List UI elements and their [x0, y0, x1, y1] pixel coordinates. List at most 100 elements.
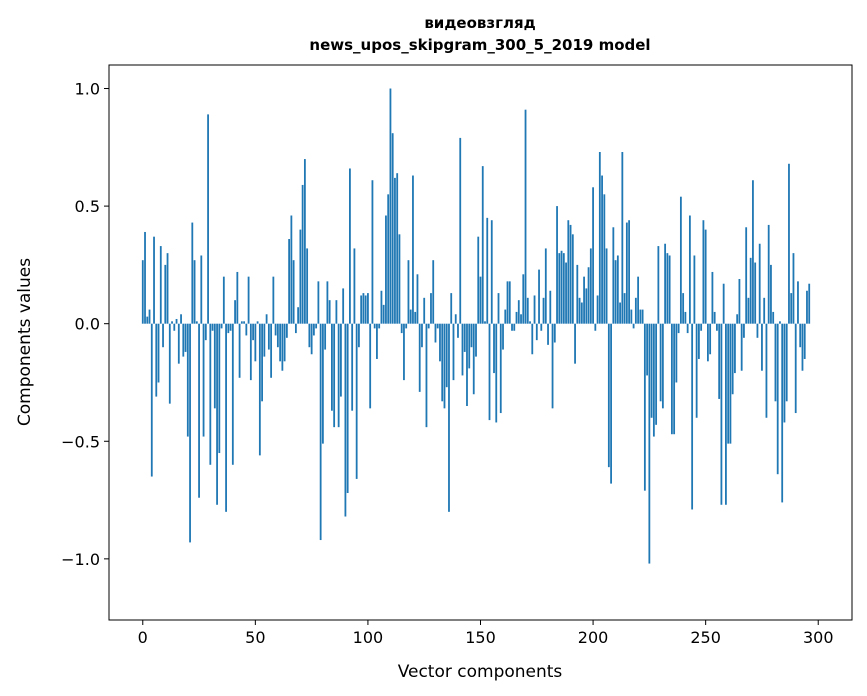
bar	[416, 274, 419, 324]
bar	[621, 152, 624, 324]
bar	[511, 323, 513, 331]
bar	[312, 323, 315, 336]
bar	[785, 323, 788, 402]
chart-title-line2: news_upos_skipgram_300_5_2019 model	[309, 36, 650, 54]
bar	[576, 264, 579, 324]
bar	[506, 281, 509, 324]
bar	[578, 297, 581, 324]
bar	[391, 133, 394, 324]
bar	[616, 255, 619, 324]
bar	[477, 236, 480, 324]
bar	[603, 194, 606, 324]
bar	[279, 323, 282, 362]
bar	[371, 180, 374, 324]
bar	[704, 229, 707, 324]
bar	[457, 323, 459, 338]
bar	[204, 323, 207, 341]
bar	[321, 323, 324, 444]
bar	[256, 321, 259, 324]
bar	[695, 323, 698, 418]
bar	[531, 323, 534, 355]
bar	[396, 173, 399, 324]
bar	[398, 234, 401, 324]
bar	[400, 323, 403, 334]
bar	[783, 323, 786, 423]
bar	[522, 274, 525, 324]
y-tick-label: −0.5	[61, 432, 100, 451]
bar	[423, 297, 426, 324]
bar	[808, 283, 811, 324]
bar	[207, 114, 209, 324]
bar	[360, 295, 363, 324]
bar	[303, 159, 306, 324]
bar	[373, 323, 376, 329]
bar	[299, 229, 302, 324]
bar	[231, 323, 234, 465]
bar	[175, 318, 178, 324]
bar	[403, 323, 405, 381]
x-tick-label: 300	[803, 628, 834, 647]
bar	[797, 281, 799, 324]
bar	[605, 248, 608, 324]
bar	[734, 323, 736, 374]
bar	[290, 215, 293, 324]
bar	[261, 323, 263, 402]
bar	[193, 260, 196, 324]
bar	[283, 323, 286, 362]
bar	[461, 323, 464, 376]
bar	[558, 253, 561, 324]
bar	[601, 175, 603, 324]
bar	[189, 323, 191, 543]
bar	[252, 323, 254, 341]
bar	[427, 323, 430, 329]
bar	[412, 175, 414, 324]
bar	[535, 323, 538, 341]
bar	[754, 262, 757, 324]
bar	[749, 257, 752, 324]
bar	[607, 323, 610, 468]
bar	[466, 323, 468, 406]
bar	[788, 163, 790, 324]
bar	[328, 300, 331, 324]
bar	[247, 276, 250, 324]
bar	[394, 177, 396, 324]
bar	[285, 323, 288, 338]
y-axis-label: Components values	[15, 258, 35, 426]
bar	[529, 321, 531, 324]
bar	[567, 220, 570, 324]
bar	[556, 206, 558, 324]
bar	[520, 314, 522, 324]
bar	[664, 243, 667, 324]
bar	[743, 323, 745, 338]
bar	[583, 276, 585, 324]
bar	[301, 184, 304, 324]
bar	[202, 323, 205, 437]
bar	[632, 323, 635, 329]
bar	[740, 323, 743, 371]
bar	[515, 311, 518, 324]
bar	[790, 293, 793, 324]
bar	[146, 316, 149, 324]
bar	[481, 166, 484, 324]
bar	[421, 323, 423, 348]
bar	[484, 321, 486, 324]
bar	[542, 297, 545, 324]
bar	[349, 168, 351, 324]
bar	[747, 297, 750, 324]
bar	[495, 323, 498, 423]
bar	[709, 323, 712, 355]
bar	[385, 215, 387, 324]
bar	[661, 323, 664, 409]
bar	[184, 323, 187, 352]
bar	[389, 88, 392, 324]
bar	[236, 271, 239, 324]
x-tick-label: 200	[578, 628, 609, 647]
bar	[677, 323, 680, 334]
bar	[288, 239, 291, 324]
bar	[443, 323, 446, 409]
bar	[675, 323, 678, 383]
bar	[652, 323, 655, 437]
bar	[254, 323, 257, 362]
y-tick-label: −1.0	[61, 550, 100, 569]
bar	[382, 304, 385, 324]
